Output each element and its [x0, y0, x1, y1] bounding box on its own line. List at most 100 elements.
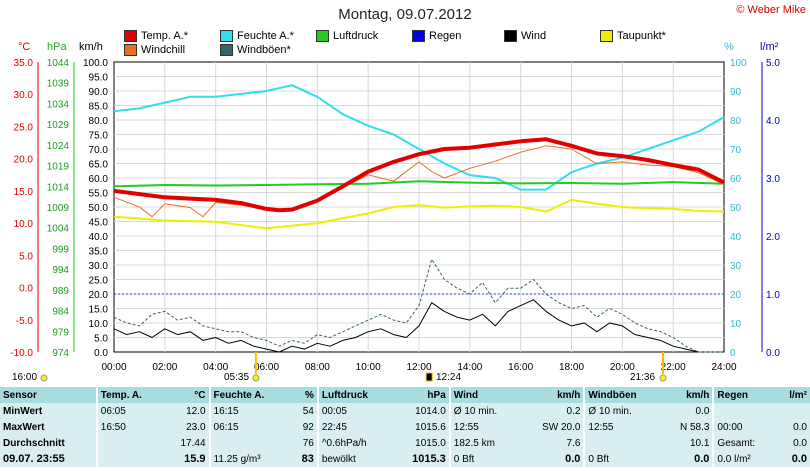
stats-cell [776, 403, 810, 419]
legend-item-pressure: Luftdruck [316, 30, 378, 42]
wind-tick-label: 75.0 [89, 131, 109, 142]
x-tick-label: 14:00 [457, 362, 482, 373]
stats-header-cell: km/h [520, 387, 585, 403]
press-tick-label: 1004 [47, 224, 70, 235]
stats-cell [95, 451, 165, 467]
sun-row-marker [40, 374, 48, 382]
press-tick-label: 1044 [47, 58, 70, 69]
stats-cell: 0.0 [793, 421, 807, 433]
stats-cell: 12.0 [186, 405, 206, 417]
current-time-label: 12:24 [436, 372, 462, 383]
wind-tick-label: 35.0 [89, 247, 109, 258]
humidity-tick-label: 20 [730, 290, 742, 301]
rain-tick-label: 5.0 [766, 58, 780, 69]
humidity-tick-label: 40 [730, 232, 742, 243]
legend-label-wind: Wind [521, 30, 547, 42]
legend-label-rain: Regen [429, 30, 462, 42]
x-tick-label: 22:00 [661, 362, 686, 373]
stats-table: Sensor Temp. A. °C Feuchte A. % Luftdruc… [0, 387, 810, 467]
legend-label-pressure: Luftdruck [333, 30, 379, 42]
stats-cell: 09.07. 23:55 [3, 453, 65, 465]
chart-legend: Temp. A.* Feuchte A.* Luftdruck Regen Wi… [124, 30, 744, 58]
legend-swatch-rain [412, 30, 425, 42]
stats-cell: 0.0 [694, 453, 710, 465]
stats-cell: 16:50 [95, 419, 165, 435]
stats-cell: 182.5 km [448, 435, 521, 451]
humidity-axis-title: % [724, 41, 734, 53]
stats-header-cell: l/m² [776, 387, 810, 403]
wind-tick-label: 10.0 [89, 319, 109, 330]
sunset-marker [659, 374, 667, 382]
stats-cell: 1015.0 [415, 437, 446, 449]
temp-tick-label: 35.0 [14, 58, 34, 69]
wind-tick-label: 85.0 [89, 102, 109, 113]
wind-tick-label: 5.0 [94, 334, 108, 345]
press-tick-label: 974 [52, 348, 69, 359]
temp-tick-label: 25.0 [14, 122, 34, 133]
stats-cell: 0.0 [695, 405, 710, 417]
stats-cell: 0.0 l/m² [712, 451, 777, 467]
stats-header-cell: km/h [662, 387, 714, 403]
x-tick-label: 06:00 [254, 362, 279, 373]
stats-header-cell: °C [164, 387, 210, 403]
legend-swatch-windchill [124, 44, 137, 56]
wind-tick-label: 60.0 [89, 174, 109, 185]
press-tick-label: 989 [52, 286, 69, 297]
stats-row-max: MaxWert 16:50 23.0 06:15 92 22:45 1015.6… [0, 419, 810, 435]
wind-tick-label: 25.0 [89, 276, 109, 287]
press-tick-label: 979 [52, 327, 69, 338]
series-line-tempa [113, 137, 725, 213]
legend-item-dewpoint: Taupunkt* [600, 30, 666, 42]
stats-cell: 7.6 [566, 437, 581, 449]
stats-header-cell: Luftdruck [316, 387, 393, 403]
stats-cell: SW 20.0 [542, 421, 581, 433]
wind-axis-title: km/h [79, 41, 103, 53]
stats-cell: 00:00 [712, 419, 777, 435]
sunrise-label: 05:35 [224, 372, 250, 383]
stats-cell [95, 435, 165, 451]
press-tick-label: 1014 [47, 182, 70, 193]
stats-header-cell: Regen [712, 387, 777, 403]
stats-header-cell: Feuchte A. [208, 387, 291, 403]
rain-axis-title: l/m² [760, 41, 779, 53]
series-line-windben [113, 258, 724, 353]
pressure-axis-title: hPa [47, 41, 67, 53]
sunset-label: 21:36 [630, 372, 656, 383]
wind-tick-label: 100.0 [83, 58, 108, 69]
humidity-tick-label: 50 [730, 203, 742, 214]
press-tick-label: 1029 [47, 120, 70, 131]
wind-tick-label: 40.0 [89, 232, 109, 243]
stats-cell: Durchschnitt [3, 437, 65, 449]
temp-tick-label: 15.0 [14, 187, 34, 198]
legend-item-rain: Regen [412, 30, 461, 42]
stats-cell: 1015.6 [415, 421, 446, 433]
stats-cell: Gesamt: [712, 435, 777, 451]
legend-swatch-gusts [220, 44, 233, 56]
legend-swatch-humidity [220, 30, 233, 42]
wind-tick-label: 20.0 [89, 290, 109, 301]
stats-cell: 1014.0 [415, 405, 446, 417]
x-tick-label: 16:00 [508, 362, 533, 373]
wind-tick-label: 70.0 [89, 145, 109, 156]
humidity-tick-label: 30 [730, 261, 742, 272]
stats-header-row: Sensor Temp. A. °C Feuchte A. % Luftdruc… [0, 387, 810, 403]
press-tick-label: 984 [52, 307, 69, 318]
wind-tick-label: 45.0 [89, 218, 109, 229]
humidity-tick-label: 70 [730, 145, 742, 156]
temp-axis-title: °C [18, 41, 31, 53]
stats-cell: 0 Bft [448, 451, 521, 467]
stats-header-cell: Sensor [0, 387, 97, 403]
press-tick-label: 1019 [47, 162, 70, 173]
stats-cell: 17.44 [180, 437, 206, 449]
press-tick-label: 1024 [47, 141, 70, 152]
legend-swatch-pressure [316, 30, 329, 42]
humidity-tick-label: 10 [730, 319, 742, 330]
wind-tick-label: 65.0 [89, 160, 109, 171]
wind-tick-label: 55.0 [89, 189, 109, 200]
stats-header-cell: % [290, 387, 318, 403]
legend-label-temp: Temp. A.* [141, 30, 189, 42]
x-tick-label: 02:00 [152, 362, 177, 373]
x-tick-label: 12:00 [406, 362, 431, 373]
x-tick-label: 24:00 [711, 362, 736, 373]
stats-cell: 16:15 [208, 403, 291, 419]
